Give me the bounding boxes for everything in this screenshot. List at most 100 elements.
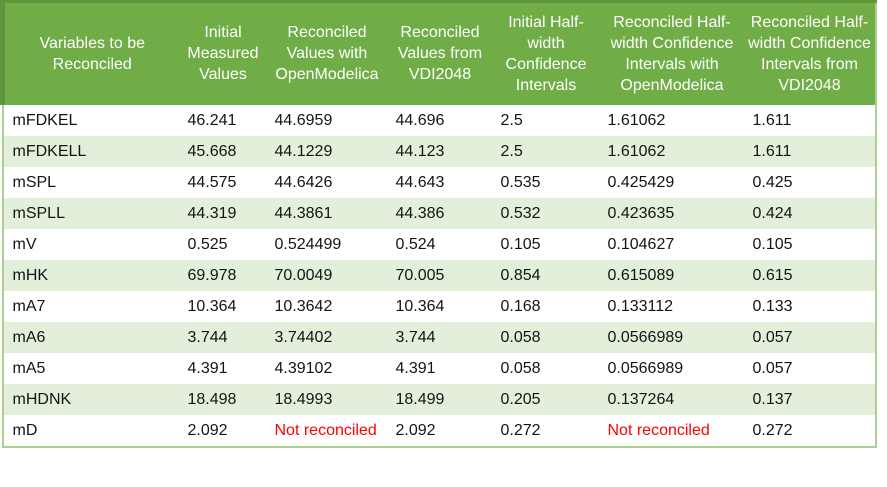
- value-cell: 44.643: [395, 173, 445, 191]
- value-cell: 0.424: [752, 204, 793, 222]
- value-cell: 0.615: [752, 266, 793, 284]
- value-cell: 1.61062: [607, 111, 666, 129]
- value-cell: 44.696: [395, 111, 445, 129]
- table-header: Variables to be Reconciled Initial Measu…: [0, 0, 876, 105]
- value-cell: 2.5: [500, 111, 523, 129]
- column-header-halfwidth-openmodelica: Reconciled Half-width Confidence Interva…: [599, 0, 745, 105]
- variable-cell: mHDNK: [12, 390, 72, 408]
- value-cell: 3.744: [187, 328, 228, 346]
- value-cell: 0.205: [500, 390, 541, 408]
- value-cell: 3.74402: [274, 328, 333, 346]
- value-cell: 0.272: [500, 421, 541, 439]
- value-cell: 0.532: [500, 204, 541, 222]
- value-cell: 0.105: [500, 235, 541, 253]
- variable-cell: mA6: [12, 328, 46, 346]
- variable-cell: mFDKEL: [12, 111, 78, 129]
- variable-cell: mSPL: [12, 173, 57, 191]
- table-body: mFDKEL 46.241 44.6959 44.696 2.5 1.61062…: [2, 105, 876, 447]
- table-row: mFDKELL 45.668 44.1229 44.123 2.5 1.6106…: [2, 135, 876, 167]
- variable-cell: mFDKELL: [12, 142, 87, 160]
- variable-cell: mHK: [12, 266, 49, 284]
- value-cell: 18.499: [395, 390, 445, 408]
- table-row: mFDKEL 46.241 44.6959 44.696 2.5 1.61062…: [3, 105, 876, 136]
- column-header-reconciled-openmodelica: Reconciled Values with OpenModelica: [266, 0, 388, 105]
- column-header-initial-halfwidth: Initial Half-width Confidence Intervals: [492, 0, 600, 105]
- value-cell: 2.092: [395, 421, 436, 439]
- value-cell: 0.137: [752, 390, 793, 408]
- variable-cell: mV: [12, 235, 37, 253]
- value-cell: 0.133: [752, 297, 793, 315]
- table-row: mSPL 44.575 44.6426 44.643 0.535 0.42542…: [3, 167, 876, 198]
- column-header-initial-measured: Initial Measured Values: [179, 0, 267, 105]
- value-cell: Not reconciled: [274, 421, 377, 439]
- table-row: mV 0.525 0.524499 0.524 0.105 0.104627 0…: [3, 229, 876, 260]
- table-row: mHDNK 18.498 18.4993 18.499 0.205 0.1372…: [2, 383, 876, 415]
- value-cell: Not reconciled: [607, 421, 710, 439]
- value-cell: 0.525: [187, 235, 228, 253]
- value-cell: 44.575: [187, 173, 237, 191]
- value-cell: 70.0049: [274, 266, 333, 284]
- value-cell: 0.104627: [607, 235, 675, 253]
- value-cell: 0.058: [500, 359, 541, 377]
- value-cell: 0.133112: [607, 297, 674, 315]
- value-cell: 0.057: [752, 359, 793, 377]
- value-cell: 2.5: [500, 142, 523, 160]
- value-cell: 0.854: [500, 266, 541, 284]
- value-cell: 2.092: [187, 421, 228, 439]
- value-cell: 0.423635: [607, 204, 675, 222]
- reconciliation-table: Variables to be Reconciled Initial Measu…: [0, 0, 877, 448]
- value-cell: 18.4993: [274, 390, 333, 408]
- value-cell: 0.425429: [607, 173, 675, 191]
- value-cell: 0.272: [752, 421, 793, 439]
- value-cell: 44.319: [187, 204, 237, 222]
- value-cell: 0.137264: [607, 390, 675, 408]
- table-row: mSPLL 44.319 44.3861 44.386 0.532 0.4236…: [2, 197, 876, 229]
- value-cell: 4.391: [187, 359, 228, 377]
- value-cell: 70.005: [395, 266, 445, 284]
- column-header-halfwidth-vdi2048: Reconciled Half-width Confidence Interva…: [744, 0, 876, 105]
- table-row: mA7 10.364 10.3642 10.364 0.168 0.133112…: [3, 291, 876, 322]
- value-cell: 0.058: [500, 328, 541, 346]
- value-cell: 0.0566989: [607, 359, 684, 377]
- value-cell: 44.123: [395, 142, 445, 160]
- value-cell: 44.6426: [274, 173, 333, 191]
- table-row: mA5 4.391 4.39102 4.391 0.058 0.0566989 …: [3, 353, 876, 384]
- header-row: Variables to be Reconciled Initial Measu…: [0, 0, 876, 105]
- variable-cell: mSPLL: [12, 204, 65, 222]
- value-cell: 45.668: [187, 142, 237, 160]
- variable-cell: mA7: [12, 297, 46, 315]
- table-row: mA6 3.744 3.74402 3.744 0.058 0.0566989 …: [2, 321, 876, 353]
- value-cell: 69.978: [187, 266, 237, 284]
- value-cell: 0.535: [500, 173, 541, 191]
- value-cell: 1.611: [752, 111, 792, 129]
- value-cell: 18.498: [187, 390, 237, 408]
- value-cell: 0.524: [395, 235, 436, 253]
- value-cell: 44.6959: [274, 111, 333, 129]
- table-row: mD 2.092 Not reconciled 2.092 0.272 Not …: [3, 415, 876, 447]
- variable-cell: mA5: [12, 359, 46, 377]
- value-cell: 3.744: [395, 328, 436, 346]
- column-header-reconciled-vdi2048: Reconciled Values from VDI2048: [387, 0, 493, 105]
- value-cell: 4.391: [395, 359, 436, 377]
- value-cell: 10.3642: [274, 297, 333, 315]
- value-cell: 0.168: [500, 297, 541, 315]
- value-cell: 44.1229: [274, 142, 333, 160]
- value-cell: 44.3861: [274, 204, 333, 222]
- value-cell: 0.425: [752, 173, 793, 191]
- value-cell: 0.057: [752, 328, 793, 346]
- value-cell: 4.39102: [274, 359, 333, 377]
- value-cell: 1.611: [752, 142, 792, 160]
- variable-cell: mD: [12, 421, 38, 439]
- column-header-variables: Variables to be Reconciled: [0, 0, 180, 105]
- table-row: mHK 69.978 70.0049 70.005 0.854 0.615089…: [2, 259, 876, 291]
- value-cell: 0.0566989: [607, 328, 684, 346]
- value-cell: 10.364: [395, 297, 445, 315]
- value-cell: 44.386: [395, 204, 445, 222]
- value-cell: 0.615089: [607, 266, 675, 284]
- value-cell: 0.524499: [274, 235, 342, 253]
- value-cell: 46.241: [187, 111, 237, 129]
- value-cell: 0.105: [752, 235, 793, 253]
- value-cell: 10.364: [187, 297, 237, 315]
- value-cell: 1.61062: [607, 142, 666, 160]
